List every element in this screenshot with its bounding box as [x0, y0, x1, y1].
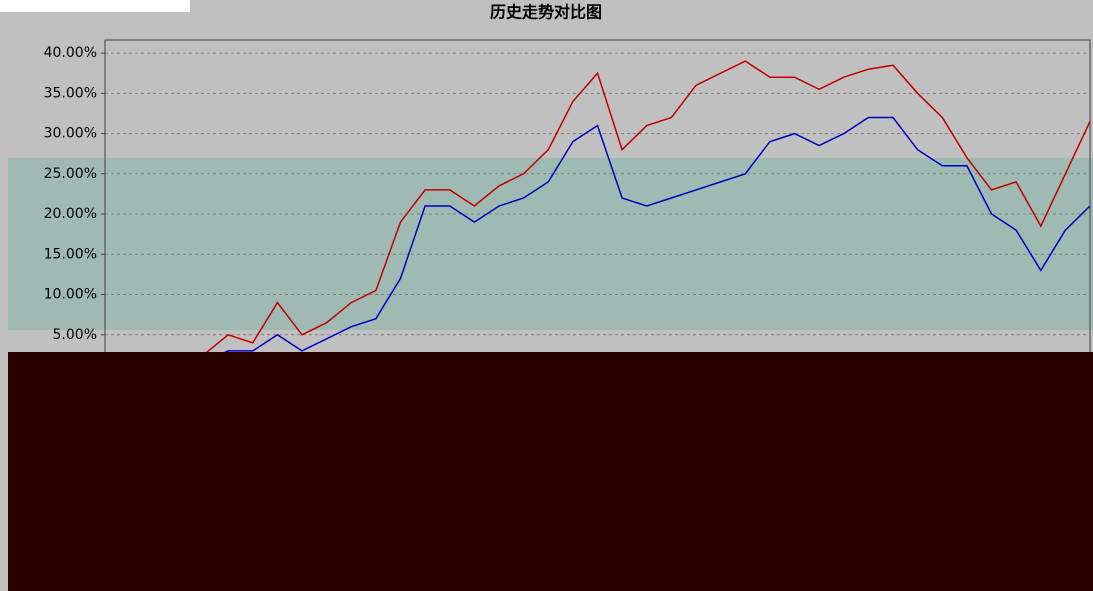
y-tick-label: 40.00% [44, 45, 97, 61]
chart-title: 历史走势对比图 [490, 3, 602, 22]
y-tick-label: 25.00% [44, 166, 97, 182]
y-tick-label: 30.00% [44, 126, 97, 142]
y-tick-label: 20.00% [44, 206, 97, 222]
y-tick-label: 15.00% [44, 246, 97, 262]
y-tick-label: 5.00% [53, 327, 97, 343]
y-tick-label: 35.00% [44, 85, 97, 101]
glitch-patch [0, 0, 190, 12]
y-tick-label: 10.00% [44, 287, 97, 303]
series-line [104, 60, 1091, 376]
plot-area: 5.00% 10.00% 15.00% 20.00% 25.00% 30.00% 35.00… [44, 39, 1091, 376]
glitch-block [8, 352, 1093, 591]
glitch-band [8, 158, 1093, 330]
series-line [104, 116, 1091, 376]
